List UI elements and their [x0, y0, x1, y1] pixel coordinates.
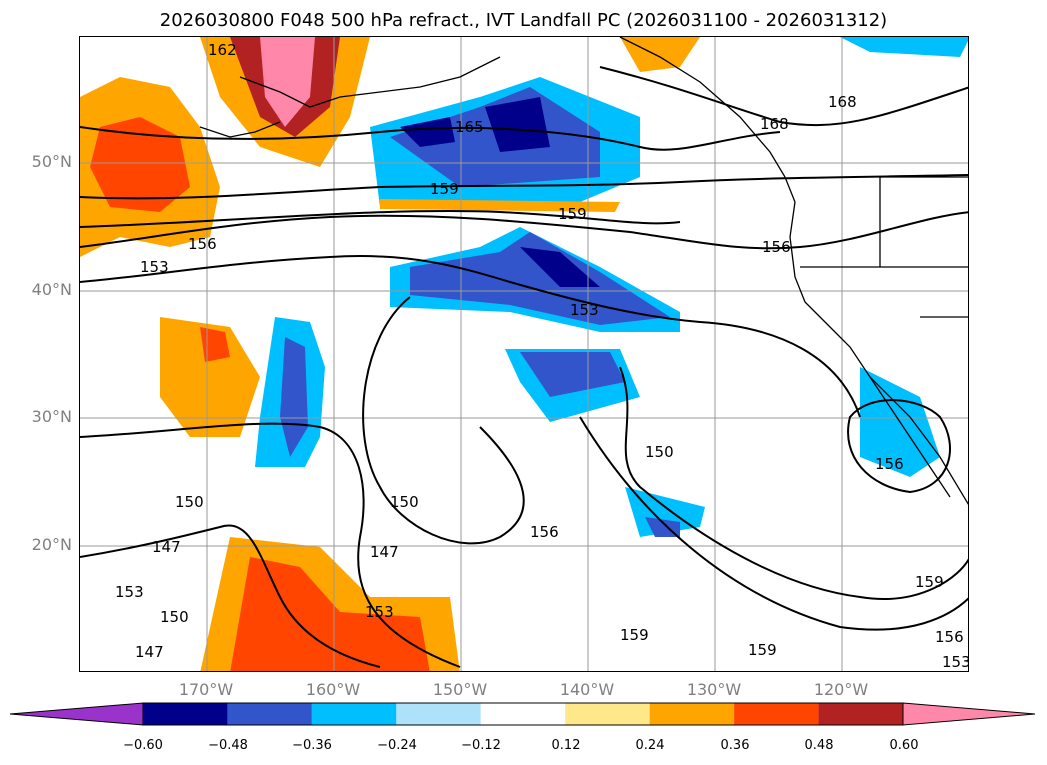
contour-circle-baja: [847, 399, 951, 494]
contour-label: 162: [208, 41, 237, 59]
colorbar-cell: [565, 703, 650, 725]
colorbar-cell: [396, 703, 481, 725]
colorbar-tick: −0.48: [208, 738, 248, 753]
colorbar-extend-low: [10, 702, 144, 726]
colorbar-cell: [480, 703, 566, 725]
contour-label: 156: [875, 455, 904, 473]
colorbar: [10, 702, 1036, 726]
coastline: [199, 37, 968, 505]
negative-anomaly-top-right: [840, 37, 968, 57]
strong-positive-anomaly-nw: [90, 117, 190, 212]
contour-label: 147: [152, 538, 181, 556]
graticule: [80, 37, 968, 671]
lat-label-20n: 20°N: [31, 535, 72, 554]
alaska-islands: [199, 121, 281, 138]
contour-159: [80, 174, 968, 200]
colorbar-tick: 0.48: [804, 738, 834, 753]
contour-label: 156: [935, 628, 964, 646]
colorbar-tick: 0.36: [720, 738, 750, 753]
strong-positive-anomaly-southwest: [230, 557, 430, 671]
contour-label-group: 162 165 168 168 159 159 156 156 153 153 …: [115, 41, 969, 671]
baja-coast: [869, 376, 951, 498]
colorbar-cell: [649, 703, 735, 725]
map-svg: 162 165 168 168 159 159 156 156 153 153 …: [80, 37, 969, 671]
lat-label-50n: 50°N: [31, 152, 72, 171]
contour-label: 153: [140, 258, 169, 276]
lat-label-30n: 30°N: [31, 407, 72, 426]
lon-label-150w: 150°W: [432, 680, 488, 699]
colorbar-cell: [311, 703, 397, 725]
colorbar-tick: −0.60: [123, 738, 163, 753]
contour-label: 165: [455, 118, 484, 136]
colorbar-border: [142, 702, 904, 726]
contour-label: 159: [558, 205, 587, 223]
colorbar-extend-high: [902, 702, 1036, 726]
contour-153: [80, 255, 861, 418]
lon-label-120w: 120°W: [813, 680, 869, 699]
positive-strip-45n: [380, 199, 620, 212]
contour-label: 156: [530, 523, 559, 541]
contour-165: [80, 126, 781, 151]
contour-150b: [362, 296, 525, 545]
positive-anomaly-30n-west: [160, 317, 260, 437]
darkest-negative-anomaly-north: [400, 117, 455, 147]
contour-156b: [619, 366, 968, 600]
map-title: 2026030800 F048 500 hPa refract., IVT La…: [159, 10, 888, 31]
pink-anomaly-alaska: [260, 37, 315, 127]
contour-label: 159: [620, 626, 649, 644]
colorbar-cell: [734, 703, 819, 725]
colorbar-tick: 0.24: [635, 738, 665, 753]
strong-negative-anomaly-35n: [520, 352, 625, 397]
contour-156: [80, 211, 968, 250]
colorbar-cell: [818, 703, 903, 725]
contour-label: 150: [390, 493, 419, 511]
contour-label: 153: [942, 653, 969, 671]
contour-label: 159: [748, 641, 777, 659]
contour-label: 153: [365, 603, 394, 621]
contour-label: 168: [828, 93, 857, 111]
contour-label: 153: [115, 583, 144, 601]
us-state-border: [800, 176, 968, 318]
contour-label: 150: [645, 443, 674, 461]
contour-label: 168: [760, 115, 789, 133]
contour-label: 159: [915, 573, 944, 591]
colorbar-tick: −0.36: [292, 738, 332, 753]
darkest-negative-anomaly-north2: [485, 97, 550, 152]
contour-159c: [579, 416, 968, 631]
contour-label: 159: [430, 180, 459, 198]
contour-147: [80, 524, 381, 668]
colorbar-tick: −0.12: [461, 738, 501, 753]
contour-150: [80, 422, 461, 668]
positive-anomaly-top-right: [620, 37, 700, 72]
colorbar-tick: 0.60: [889, 738, 919, 753]
strong-negative-band-160w: [280, 337, 308, 457]
colorbar-cell: [143, 703, 228, 725]
colorbar-tick: 0.12: [551, 738, 581, 753]
lon-label-130w: 130°W: [686, 680, 742, 699]
lat-label-40n: 40°N: [31, 280, 72, 299]
contour-label: 150: [160, 608, 189, 626]
contour-label: 147: [135, 643, 164, 661]
lon-label-170w: 170°W: [178, 680, 234, 699]
alaska-coast: [239, 56, 501, 108]
us-west-coast: [789, 201, 968, 505]
contour-label: 153: [570, 301, 599, 319]
contour-159b: [80, 209, 681, 228]
colorbar-tick: −0.24: [377, 738, 417, 753]
contours: [80, 66, 968, 668]
contour-168: [599, 66, 968, 127]
british-columbia-coast: [619, 37, 796, 203]
negative-anomaly-southeast: [625, 487, 705, 537]
lon-label-140w: 140°W: [559, 680, 615, 699]
lon-label-160w: 160°W: [305, 680, 361, 699]
map-panel: 162 165 168 168 159 159 156 156 153 153 …: [79, 36, 969, 672]
contour-label: 156: [762, 238, 791, 256]
shading-layer: [80, 37, 968, 671]
contour-label: 147: [370, 543, 399, 561]
strong-negative-anomaly-central: [410, 232, 670, 325]
contour-label: 150: [175, 493, 204, 511]
colorbar-cell: [227, 703, 312, 725]
contour-label: 156: [188, 235, 217, 253]
darkest-negative-anomaly-central: [520, 247, 600, 287]
